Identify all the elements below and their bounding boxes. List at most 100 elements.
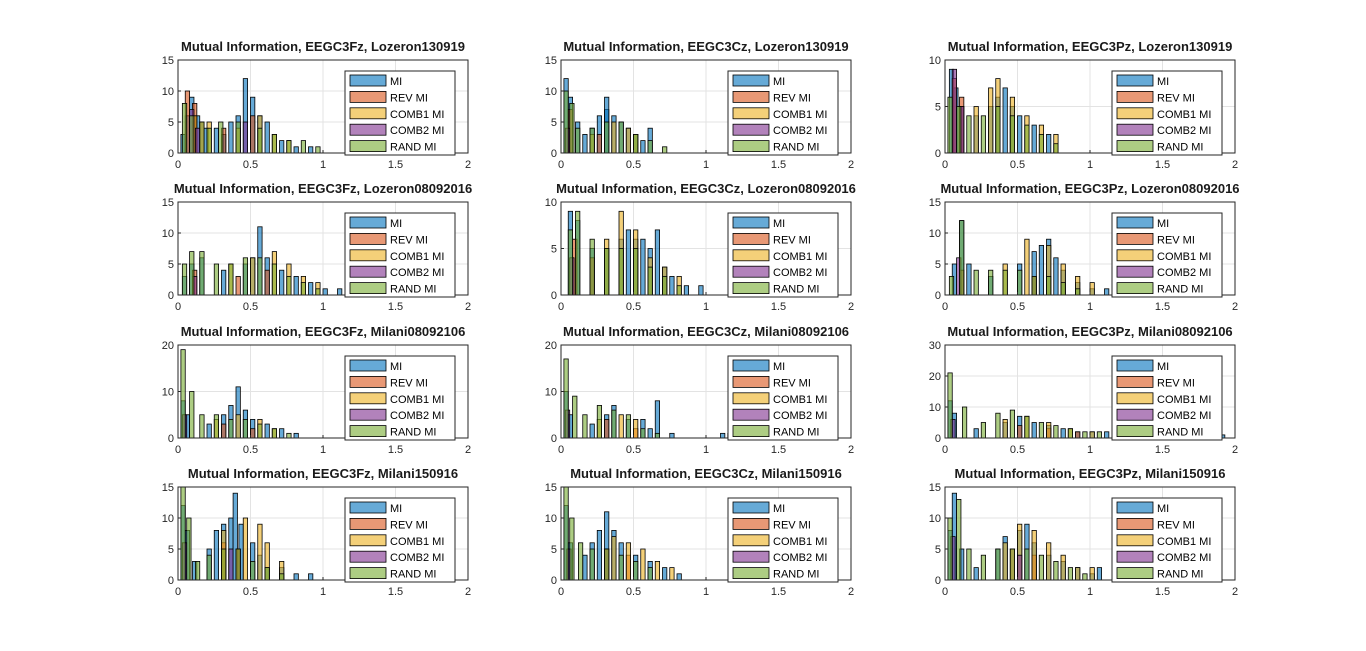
histogram-bar [235, 121, 241, 154]
histogram-bar [1017, 269, 1023, 296]
y-tick-label: 10 [929, 402, 941, 414]
histogram-bar [1038, 244, 1044, 296]
legend-label: REV MI [1157, 519, 1195, 531]
legend-swatch [1116, 232, 1154, 245]
legend-swatch [1116, 123, 1154, 136]
histogram-bar [589, 548, 595, 581]
histogram-bar [966, 263, 972, 296]
y-tick-label: 0 [168, 433, 174, 445]
legend-swatch [732, 74, 770, 87]
histogram-bar [1067, 567, 1073, 581]
histogram-bar [625, 414, 631, 439]
histogram-bar [1038, 422, 1044, 439]
histogram-bar [271, 428, 277, 439]
x-tick-label: 1 [703, 159, 709, 171]
legend-label: RAND MI [390, 284, 436, 296]
x-tick-label: 2 [848, 444, 854, 456]
subplot-title: Mutual Information, EEGC3Fz, Milani15091… [188, 466, 458, 481]
histogram-bar [973, 106, 979, 154]
histogram-bar [181, 263, 188, 296]
legend-swatch [349, 282, 387, 295]
histogram-bar [589, 127, 595, 154]
legend: MI REV MI COMB1 MI COMB2 MI RAND MI [344, 212, 456, 298]
histogram-bar [279, 428, 285, 439]
x-tick-label: 2 [848, 301, 854, 313]
y-tick-label: 5 [168, 544, 174, 556]
histogram-bar [654, 432, 660, 439]
x-tick-label: 1 [703, 444, 709, 456]
x-tick-label: 1.5 [388, 586, 403, 598]
y-tick-label: 15 [929, 482, 941, 494]
y-tick-label: 10 [162, 86, 174, 98]
histogram-bar [647, 428, 653, 439]
histogram-bar [669, 275, 675, 296]
legend-swatch [349, 567, 387, 579]
x-tick-label: 0.5 [626, 444, 641, 456]
histogram-bar [189, 251, 195, 296]
subplot-3: 0 0.5 1 1.5 2 0 5 10 Mutual Information, EEGC3Pz… [929, 39, 1238, 171]
histogram-bar [315, 146, 321, 154]
x-tick-label: 2 [465, 301, 471, 313]
legend-label: MI [390, 218, 402, 230]
subplot-title: Mutual Information, EEGC3Pz, Lozeron0809… [940, 181, 1239, 196]
histogram-bar [995, 106, 1001, 154]
legend-swatch [732, 534, 770, 547]
histogram-bar [640, 140, 646, 154]
histogram-bar [596, 133, 602, 154]
legend-label: REV MI [773, 519, 811, 531]
x-tick-label: 1.5 [771, 444, 786, 456]
histogram-bar [264, 423, 270, 439]
y-tick-label: 15 [929, 197, 941, 209]
legend-swatch [349, 518, 387, 530]
histogram-bar [633, 133, 639, 154]
legend-label: COMB1 MI [1157, 536, 1211, 548]
y-tick-label: 30 [929, 340, 941, 352]
histogram-bar [647, 567, 653, 581]
subplot-11: 0 0.5 1 1.5 2 0 5 10 15 Mutual Information, EEGC3… [545, 466, 854, 598]
legend-swatch [732, 216, 770, 229]
histogram-bar [1024, 238, 1030, 296]
histogram-bar [257, 423, 263, 439]
y-tick-label: 15 [545, 55, 557, 67]
y-tick-label: 10 [162, 387, 174, 399]
subplot-1: 0 0.5 1 1.5 2 0 5 10 15 Mutual Information, EEGC3… [162, 39, 471, 171]
histogram-bar [250, 428, 256, 439]
histogram-bar [611, 409, 617, 439]
legend: MI REV MI COMB1 MI COMB2 MI RAND MI [344, 355, 456, 441]
subplot-title: Mutual Information, EEGC3Pz, Milani15091… [955, 466, 1226, 481]
legend-swatch [1116, 140, 1154, 153]
histogram-bar [563, 486, 569, 581]
legend-label: COMB2 MI [773, 267, 827, 279]
legend: MI REV MI COMB1 MI COMB2 MI RAND MI [344, 70, 456, 156]
histogram-bar [308, 282, 314, 296]
histogram-bar [1089, 431, 1095, 439]
legend-label: MI [1157, 503, 1169, 515]
y-tick-label: 10 [162, 513, 174, 525]
legend-label: MI [773, 218, 785, 230]
x-tick-label: 0.5 [243, 586, 258, 598]
histogram-bar [618, 248, 624, 296]
x-tick-label: 1.5 [771, 159, 786, 171]
legend-label: MI [1157, 361, 1169, 373]
legend-label: REV MI [773, 377, 811, 389]
histogram-bar [654, 561, 660, 581]
legend-swatch [732, 107, 770, 120]
histogram-bar [604, 248, 610, 296]
legend-swatch [1116, 567, 1154, 579]
legend-swatch [1116, 216, 1154, 229]
x-tick-label: 0.5 [1010, 159, 1025, 171]
legend-swatch [1116, 392, 1154, 405]
y-tick-label: 15 [162, 482, 174, 494]
x-tick-label: 1 [320, 301, 326, 313]
histogram-bar [1031, 124, 1037, 154]
histogram-bar [235, 548, 241, 581]
legend-label: COMB1 MI [1157, 251, 1211, 263]
histogram-bar [264, 269, 270, 296]
legend-swatch [1116, 91, 1154, 103]
legend-label: REV MI [390, 92, 428, 104]
legend-label: COMB2 MI [1157, 125, 1211, 137]
legend-swatch [732, 425, 770, 438]
subplot-title: Mutual Information, EEGC3Pz, Lozeron1309… [948, 39, 1233, 54]
